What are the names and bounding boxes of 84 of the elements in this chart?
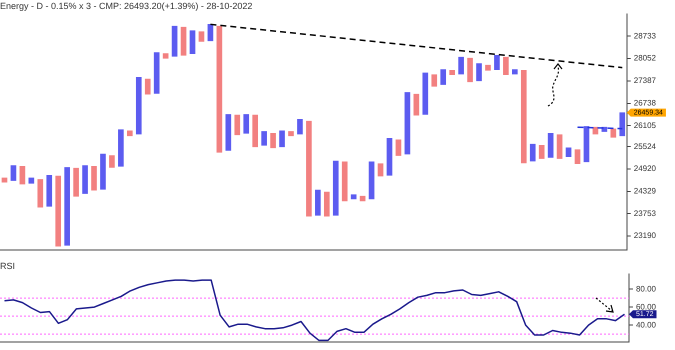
bar — [91, 166, 97, 190]
bar — [190, 30, 196, 54]
bar — [28, 178, 34, 184]
bar — [154, 52, 160, 94]
bar — [386, 138, 392, 176]
bar — [270, 132, 276, 148]
bar — [368, 162, 374, 200]
bar — [198, 31, 204, 42]
bar — [216, 26, 222, 153]
bar — [619, 112, 626, 136]
y-tick-label: 28052 — [634, 54, 657, 63]
y-tick-label: 23753 — [634, 208, 657, 218]
y-tick-label: 60.00 — [636, 302, 657, 312]
bar — [530, 144, 536, 162]
bar — [548, 132, 554, 158]
y-tick-label: 24329 — [634, 186, 657, 196]
bar — [404, 92, 410, 154]
bar — [64, 167, 70, 246]
bar — [485, 64, 491, 71]
bar — [82, 165, 88, 194]
bar — [180, 26, 186, 56]
bar — [252, 114, 258, 148]
bar — [610, 128, 616, 138]
bar — [100, 154, 106, 190]
bar — [503, 56, 509, 76]
bar — [162, 53, 168, 59]
bar — [574, 149, 580, 164]
bar — [476, 63, 482, 82]
bar — [396, 139, 402, 156]
bar — [73, 168, 79, 197]
bar — [538, 144, 545, 159]
bar — [243, 114, 250, 134]
bar — [467, 58, 473, 82]
bar — [458, 56, 464, 74]
bar — [431, 74, 438, 87]
bar — [20, 166, 26, 184]
bar — [332, 160, 339, 216]
y-tick-label: 26105 — [634, 120, 657, 130]
bar — [584, 126, 590, 162]
y-tick-label: 26738 — [634, 98, 657, 108]
bar — [350, 194, 356, 200]
y-tick-label: 23190 — [634, 231, 657, 240]
bar — [306, 120, 312, 216]
bar — [37, 179, 44, 208]
bar — [324, 192, 330, 216]
bar — [288, 131, 294, 136]
bar — [144, 78, 151, 94]
bar — [136, 77, 142, 134]
bar — [520, 70, 527, 164]
bar — [449, 70, 455, 76]
bar — [109, 155, 115, 168]
bar — [378, 163, 384, 176]
bar — [512, 69, 518, 74]
bar — [342, 162, 348, 202]
bar — [225, 114, 232, 151]
bar — [494, 54, 500, 70]
bar — [46, 174, 52, 207]
y-tick-label: 40.00 — [636, 320, 657, 330]
chart-title: Energy - D - 0.15% x 3 - CMP: 26493.20(+1.39%) - 28-10-2022 — [0, 0, 252, 11]
bar — [172, 26, 178, 57]
bar — [208, 24, 214, 42]
y-tick-label: 24920 — [634, 164, 657, 174]
bar — [2, 178, 8, 182]
bar — [127, 130, 133, 136]
bar — [414, 94, 420, 116]
bar — [422, 72, 428, 115]
bar — [566, 148, 572, 157]
y-tick-label: 28733 — [634, 31, 657, 40]
y-tick-label: 25524 — [634, 142, 657, 151]
y-tick-label: 80.00 — [636, 284, 657, 294]
chart-title: RSI — [0, 260, 16, 271]
bar — [234, 114, 240, 136]
bar — [279, 130, 285, 148]
bar — [10, 165, 16, 181]
bar — [556, 134, 562, 159]
bar — [55, 176, 62, 246]
bar — [297, 119, 303, 134]
bar — [440, 69, 446, 85]
bar — [261, 131, 267, 146]
bar — [360, 196, 366, 202]
bar — [315, 190, 321, 216]
bar — [592, 126, 598, 134]
bar — [118, 129, 124, 167]
y-tick-label: 27387 — [634, 76, 657, 86]
